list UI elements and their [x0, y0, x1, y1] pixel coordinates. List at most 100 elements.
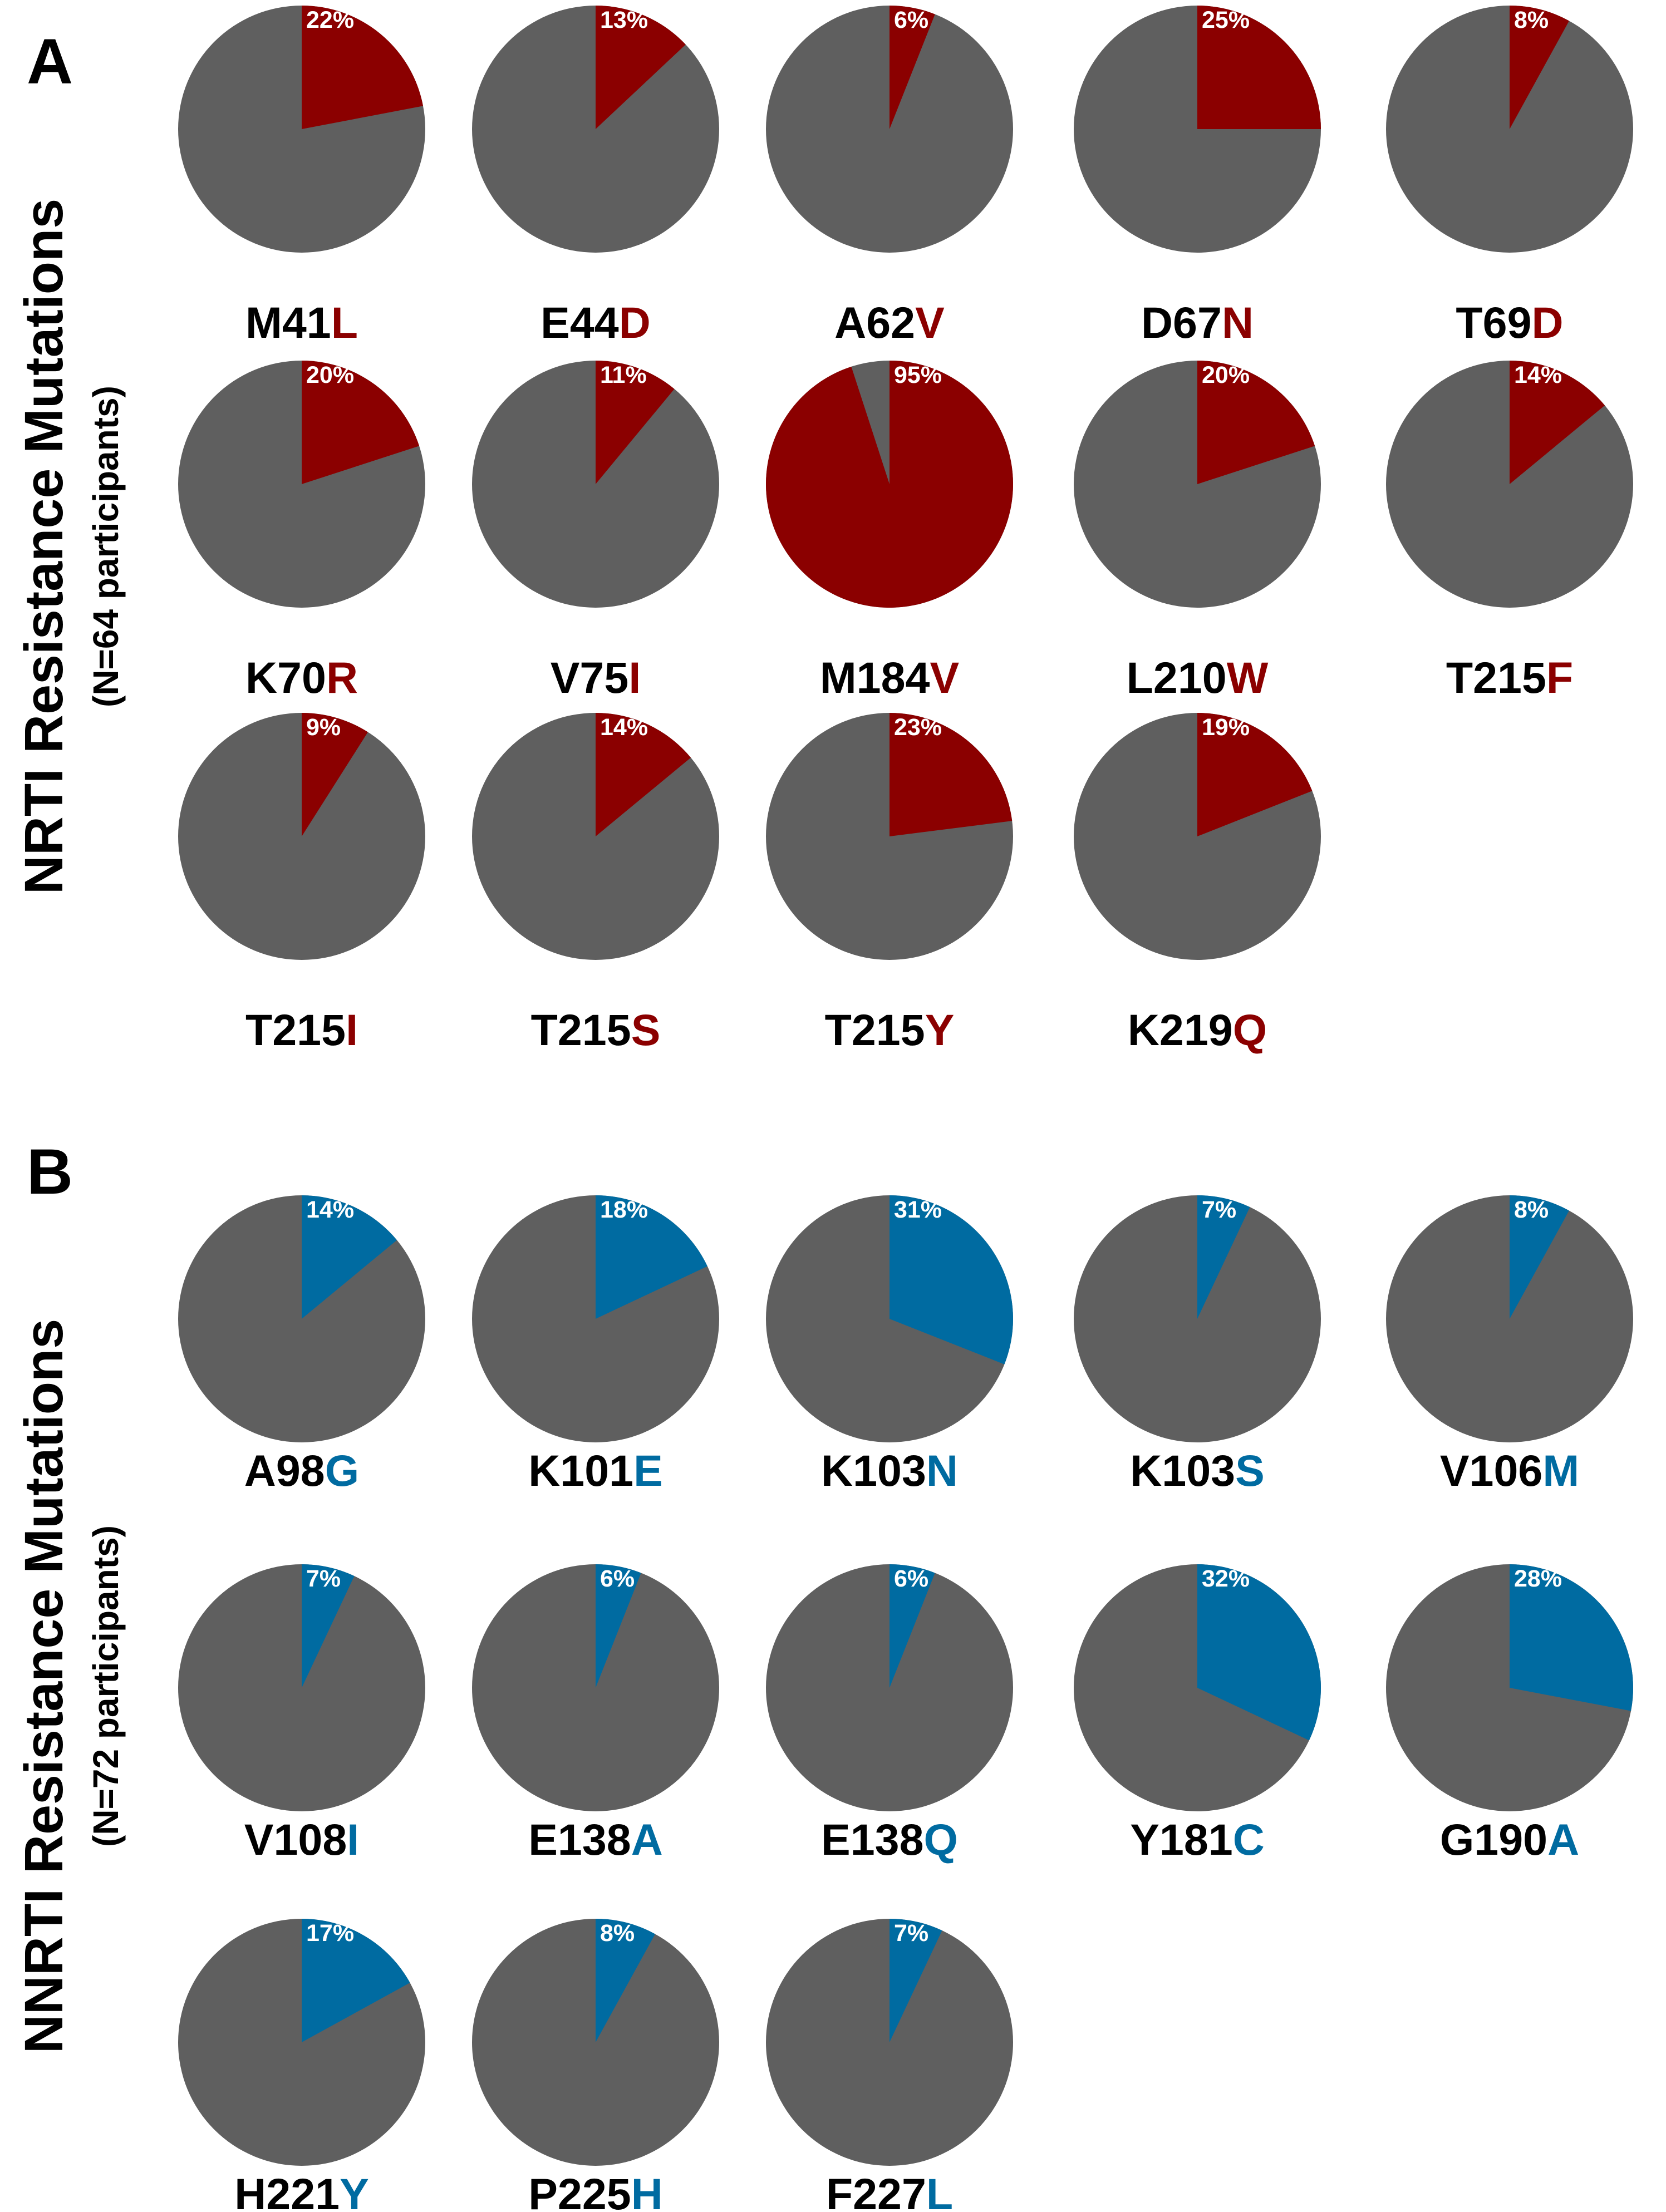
pie-percent-label: 22%: [306, 7, 354, 33]
mutation-amino-acid: V: [915, 298, 945, 347]
pie-percent-label: 6%: [894, 1565, 928, 1592]
pie-mutation-label: T215S: [531, 1005, 661, 1055]
mutation-amino-acid: D: [1532, 298, 1564, 347]
mutation-wildtype-position: K103: [1130, 1446, 1235, 1495]
pie-mutation-label: V106M: [1440, 1446, 1579, 1495]
pie-g190a: 28% G190A: [1386, 1564, 1634, 1864]
pie-mutation-label: K70R: [245, 653, 358, 702]
panel-letter-b: B: [27, 1136, 73, 1208]
pie-mutation-label: H221Y: [234, 2169, 369, 2212]
mutation-amino-acid: N: [926, 1446, 958, 1495]
pie-percent-label: 8%: [1514, 7, 1549, 33]
mutation-wildtype-position: A62: [834, 298, 915, 347]
pie-e138a: 6% E138A: [472, 1564, 719, 1864]
pie-mutation-label: K103N: [821, 1446, 958, 1495]
panel-b-subtitle: (N=72 participants): [86, 1525, 126, 1847]
mutation-amino-acid: I: [347, 1815, 359, 1864]
mutation-amino-acid: I: [346, 1005, 358, 1055]
pie-mutation-label: E138Q: [821, 1815, 958, 1864]
mutation-wildtype-position: E138: [528, 1815, 631, 1864]
mutation-amino-acid: M: [1542, 1446, 1579, 1495]
pie-percent-label: 25%: [1202, 7, 1250, 33]
pie-mutation-slice: [302, 1919, 410, 2042]
pie-mutation-label: E138A: [528, 1815, 663, 1864]
mutation-amino-acid: I: [628, 653, 641, 702]
pie-k103s: 7% K103S: [1074, 1195, 1321, 1495]
pie-l210w: 20% L210W: [1074, 361, 1321, 702]
pie-mutation-slice: [302, 1564, 355, 1688]
pie-percent-label: 9%: [306, 714, 341, 741]
pie-percent-label: 6%: [600, 1565, 635, 1592]
pie-mutation-label: P225H: [528, 2169, 663, 2212]
pie-mutation-slice: [1197, 1195, 1250, 1319]
pie-t215s: 14% T215S: [472, 713, 719, 1055]
pie-percent-label: 7%: [1202, 1196, 1236, 1223]
pie-percent-label: 17%: [306, 1920, 354, 1947]
pie-mutation-slice: [1197, 6, 1321, 129]
pie-mutation-slice: [302, 1195, 397, 1319]
pie-percent-label: 8%: [600, 1920, 635, 1947]
pie-percent-label: 7%: [306, 1565, 341, 1592]
mutation-amino-acid: Y: [925, 1005, 955, 1055]
pie-mutation-slice: [1510, 361, 1605, 484]
mutation-wildtype-position: M184: [820, 653, 930, 702]
pie-h221y: 17% H221Y: [178, 1919, 425, 2212]
pie-mutation-label: A62V: [834, 298, 945, 347]
pie-mutation-label: M184V: [820, 653, 960, 702]
mutation-amino-acid: F: [1546, 653, 1573, 702]
pie-a98g: 14% A98G: [178, 1195, 425, 1495]
pie-t215f: 14% T215F: [1386, 361, 1633, 702]
mutation-amino-acid: S: [631, 1005, 661, 1055]
mutation-amino-acid: N: [1222, 298, 1254, 347]
mutation-wildtype-position: K101: [528, 1446, 633, 1495]
pie-mutation-slice: [596, 361, 675, 484]
pie-percent-label: 20%: [306, 362, 354, 388]
mutation-amino-acid: C: [1233, 1815, 1265, 1864]
pie-mutation-label: T69D: [1456, 298, 1563, 347]
pie-mutation-slice: [596, 1919, 655, 2042]
pie-mutation-slice: [302, 6, 424, 129]
panel-a-subtitle: (N=64 participants): [86, 386, 126, 707]
mutation-wildtype-position: P225: [528, 2169, 631, 2212]
pie-e138q: 6% E138Q: [766, 1564, 1013, 1864]
mutation-wildtype-position: T69: [1456, 298, 1531, 347]
pie-mutation-label: T215F: [1446, 653, 1573, 702]
mutation-wildtype-position: G190: [1440, 1815, 1547, 1864]
pie-f227l: 7% F227L: [766, 1919, 1013, 2212]
mutation-wildtype-position: V75: [551, 653, 629, 702]
pie-mutation-label: T215Y: [825, 1005, 955, 1055]
mutation-amino-acid: Q: [924, 1815, 958, 1864]
pie-mutation-slice: [1197, 1564, 1321, 1741]
pie-mutation-slice: [1510, 1564, 1634, 1711]
pie-mutation-label: T215I: [245, 1005, 358, 1055]
pie-v106m: 8% V106M: [1386, 1195, 1633, 1495]
pie-percent-label: 20%: [1202, 362, 1250, 388]
mutation-wildtype-position: D67: [1141, 298, 1222, 347]
pie-mutation-slice: [766, 361, 1014, 608]
pie-mutation-slice: [302, 713, 368, 836]
mutation-amino-acid: D: [619, 298, 651, 347]
pie-mutation-slice: [1197, 361, 1315, 484]
pie-mutation-slice: [889, 6, 935, 129]
mutation-amino-acid: V: [930, 653, 959, 702]
mutation-wildtype-position: K219: [1128, 1005, 1233, 1055]
mutation-amino-acid: E: [633, 1446, 663, 1495]
mutation-wildtype-position: K70: [245, 653, 326, 702]
mutation-amino-acid: A: [631, 1815, 663, 1864]
mutation-wildtype-position: E138: [821, 1815, 924, 1864]
pie-percent-label: 31%: [894, 1196, 942, 1223]
mutation-amino-acid: L: [331, 298, 358, 347]
pie-percent-label: 13%: [600, 7, 648, 33]
pie-mutation-label: L210W: [1127, 653, 1269, 702]
pie-mutation-slice: [596, 1195, 707, 1319]
pie-mutation-slice: [889, 1564, 935, 1688]
mutation-wildtype-position: T215: [531, 1005, 631, 1055]
mutation-wildtype-position: H221: [234, 2169, 340, 2212]
pie-mutation-slice: [889, 1919, 942, 2042]
pie-k101e: 18% K101E: [472, 1195, 719, 1495]
mutation-wildtype-position: V106: [1440, 1446, 1543, 1495]
pie-percent-label: 18%: [600, 1196, 648, 1223]
panel-letter-a: A: [27, 26, 73, 97]
mutation-wildtype-position: M41: [245, 298, 331, 347]
